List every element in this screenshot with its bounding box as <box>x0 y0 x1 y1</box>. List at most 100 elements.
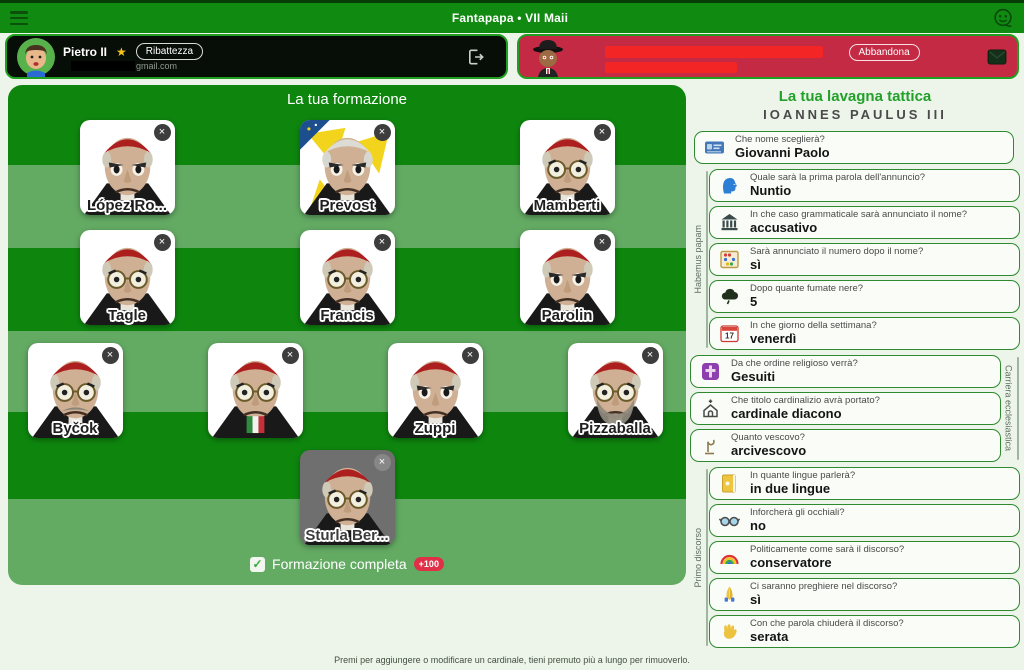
prediction-answer: in due lingue <box>750 481 831 497</box>
prediction-card[interactable]: Quanto vescovo? arcivescovo <box>690 429 1001 462</box>
prediction-card[interactable]: Politicamente come sarà il discorso? cons… <box>709 541 1020 574</box>
cardinal-name: Sturla Ber... <box>305 527 389 544</box>
prediction-answer: Nuntio <box>750 183 792 199</box>
cardinal-name: Pizzaballa <box>579 420 651 437</box>
prediction-answer: arcivescovo <box>731 443 807 459</box>
cardinal-card[interactable]: × Parolin <box>519 230 615 325</box>
star-icon: ★ <box>116 44 127 59</box>
cardinal-name: Mamberti <box>533 197 601 214</box>
group-label: Carriera ecclesiastica <box>1003 365 1014 452</box>
cardinal-card[interactable]: × Prevost <box>299 120 395 215</box>
church-icon <box>700 398 721 419</box>
opponent-avatar <box>528 37 568 82</box>
hint-text: Premi per aggiungere o modificare un car… <box>334 655 690 665</box>
cardinal-card[interactable]: × López Ro... <box>79 120 175 215</box>
remove-cardinal-button[interactable]: × <box>153 234 171 251</box>
prediction-card[interactable]: Che titolo cardinalizio avrà portato? car… <box>690 392 1001 425</box>
prediction-card[interactable]: Dopo quante fumate nere? 5 <box>709 280 1020 313</box>
prediction-card[interactable]: Che nome sceglierà? Giovanni Paolo <box>694 131 1014 164</box>
remove-cardinal-button[interactable]: × <box>373 234 391 251</box>
bonus-badge: +100 <box>413 557 444 571</box>
cardinal-card[interactable]: × Pizzaballa <box>567 343 663 438</box>
prediction-question: Da che ordine religioso verrà? <box>731 358 858 369</box>
prediction-question: Con che parola chiuderà il discorso? <box>750 618 904 629</box>
cardinal-card[interactable]: × Byčok <box>27 343 123 438</box>
prediction-question: Dopo quante fumate nere? <box>750 283 864 294</box>
remove-cardinal-button[interactable]: × <box>641 347 659 364</box>
prediction-question: Ci saranno preghiere nel discorso? <box>750 581 898 592</box>
cardinal-name: Francis <box>320 307 374 324</box>
remove-cardinal-button[interactable]: × <box>101 347 119 364</box>
remove-cardinal-button[interactable]: × <box>281 347 299 364</box>
prediction-question: Inforcherà gli occhiali? <box>750 507 845 518</box>
tactics-sidebar: La tua lavagna tattica IOANNES PAULUS II… <box>690 88 1020 653</box>
prediction-card[interactable]: Sarà annunciato il numero dopo il nome? s… <box>709 243 1020 276</box>
checkmark-icon: ✓ <box>250 556 266 572</box>
cardinal-card[interactable]: × Mamberti <box>519 120 615 215</box>
group-bracket-line <box>706 469 708 646</box>
prediction-answer: no <box>750 518 766 534</box>
prediction-card[interactable]: Ci saranno preghiere nel discorso? sì <box>709 578 1020 611</box>
calendar-icon: 17 <box>719 323 740 344</box>
formation-complete-row: ✓ Formazione completa +100 <box>8 556 686 572</box>
cardinal-card[interactable]: × Sturla Ber... <box>299 450 395 545</box>
prediction-card[interactable]: Quale sarà la prima parola dell'annuncio… <box>709 169 1020 202</box>
logout-icon[interactable] <box>466 47 486 67</box>
group-bracket-line <box>706 171 708 348</box>
id-card-icon <box>704 137 725 158</box>
hamburger-menu-icon[interactable] <box>10 11 28 25</box>
player-card-self[interactable]: Pietro II ★ Ribattezza gmail.com <box>5 34 508 79</box>
cardinal-card[interactable]: × Tagle <box>79 230 175 325</box>
prediction-answer: Gesuiti <box>731 369 776 385</box>
remove-cardinal-button[interactable]: × <box>373 124 391 141</box>
bank-icon <box>719 212 740 233</box>
abandon-button[interactable]: Abbandona <box>848 44 920 61</box>
player-card-opponent[interactable]: Abbandona <box>516 34 1019 82</box>
cardinal-name: Byčok <box>52 420 98 437</box>
remove-cardinal-button[interactable]: × <box>593 124 611 141</box>
prediction-card[interactable]: 17 In che giorno della settimana? venerdì <box>709 317 1020 350</box>
waving-hand-icon <box>719 621 740 642</box>
remove-cardinal-button[interactable]: × <box>461 347 479 364</box>
cardinal-name: López Ro... <box>87 197 167 214</box>
cardinal-name: Zuppi <box>414 420 456 437</box>
rename-button[interactable]: Ribattezza <box>135 43 204 60</box>
prediction-answer: sì <box>750 592 761 608</box>
black-cloud-icon <box>719 286 740 307</box>
cross-icon <box>700 361 721 382</box>
remove-cardinal-button[interactable]: × <box>153 124 171 141</box>
remove-cardinal-button[interactable]: × <box>593 234 611 251</box>
opponent-name-redaction-bar <box>604 46 823 58</box>
prediction-group: Primo discorso In quante lingue parlerà? i… <box>690 467 1020 648</box>
prediction-answer: 5 <box>750 294 758 310</box>
cardinal-name: Parolin <box>541 307 593 324</box>
cardinal-card[interactable]: × Zuppi <box>387 343 483 438</box>
cardinal-card[interactable]: × <box>207 343 303 438</box>
formation-complete-label: Formazione completa <box>272 556 407 572</box>
praying-hands-icon <box>719 584 740 605</box>
remove-cardinal-button[interactable]: × <box>373 454 391 471</box>
topbar: Fantapapa • VII Maii <box>0 0 1024 33</box>
speaking-head-icon <box>719 175 740 196</box>
rainbow-icon <box>719 547 740 568</box>
cardinal-name: Tagle <box>107 307 147 324</box>
self-avatar <box>16 37 56 82</box>
email-redaction-bar <box>71 61 135 71</box>
players-row: Pietro II ★ Ribattezza gmail.com <box>5 34 1019 79</box>
prediction-card[interactable]: Con che parola chiuderà il discorso? sera… <box>709 615 1020 648</box>
prediction-question: In che giorno della settimana? <box>750 320 877 331</box>
self-player-name: Pietro II <box>63 44 108 59</box>
formation-title: La tua formazione <box>286 91 408 108</box>
prediction-card[interactable]: Inforcherà gli occhiali? no <box>709 504 1020 537</box>
envelope-icon[interactable] <box>987 49 1007 65</box>
prediction-card[interactable]: Da che ordine religioso verrà? Gesuiti <box>690 355 1001 388</box>
prediction-question: Sarà annunciato il numero dopo il nome? <box>750 246 924 257</box>
cardinal-card[interactable]: × Francis <box>299 230 395 325</box>
prediction-answer: sì <box>750 257 761 273</box>
prediction-card[interactable]: In quante lingue parlerà? in due lingue <box>709 467 1020 500</box>
support-face-icon[interactable] <box>992 7 1014 29</box>
group-label: Habemus papam <box>692 225 703 294</box>
prediction-card[interactable]: In che caso grammaticale sarà annunciato… <box>709 206 1020 239</box>
prediction-answer: venerdì <box>750 331 797 347</box>
prediction-answer: accusativo <box>750 220 818 236</box>
